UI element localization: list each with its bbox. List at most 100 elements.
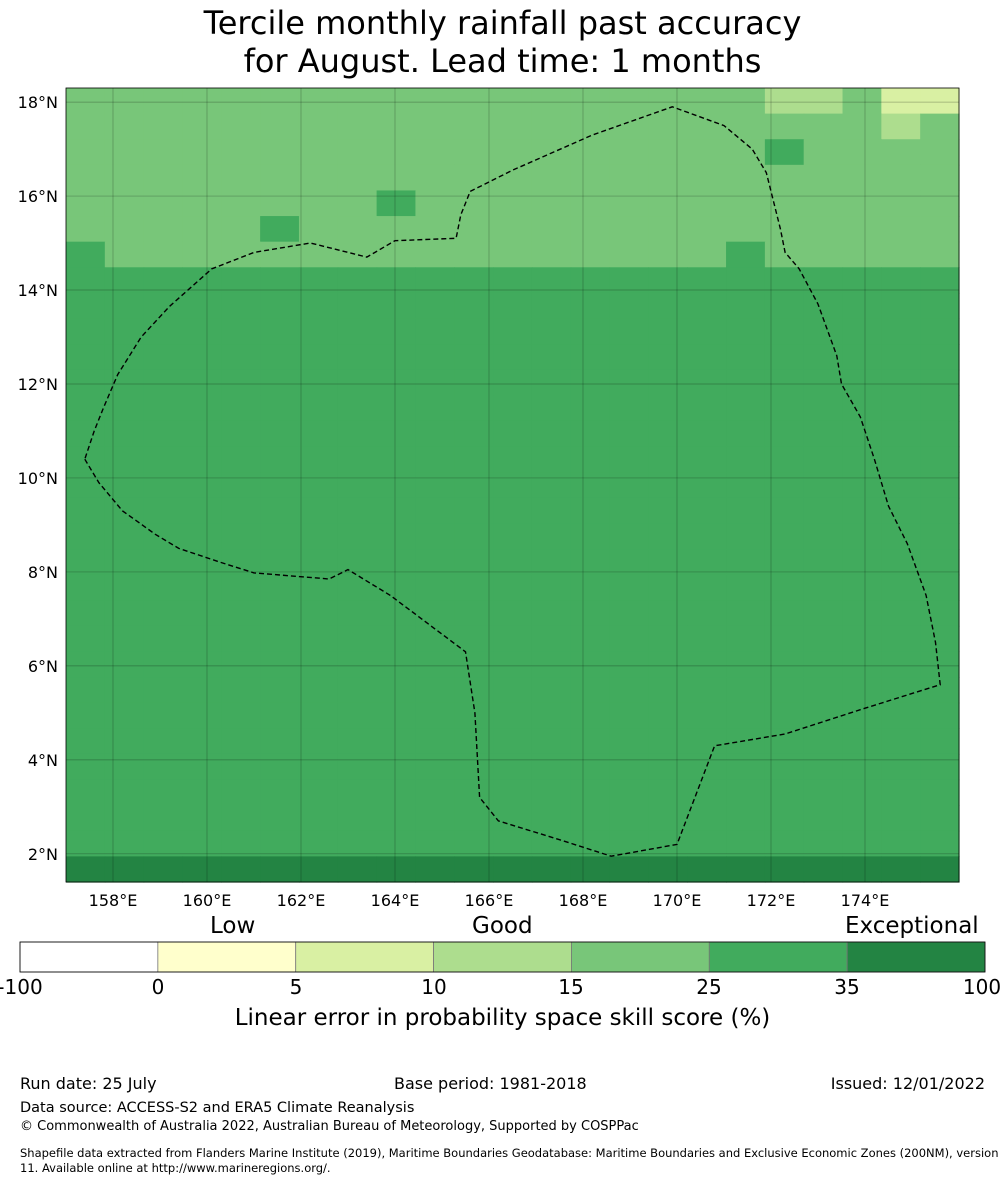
skill-cell [221, 292, 261, 320]
skill-cell [415, 651, 455, 678]
skill-cell [764, 318, 805, 345]
skill-cell [881, 753, 921, 781]
skill-cell [609, 651, 649, 678]
skill-cell [881, 267, 921, 294]
skill-cell [298, 523, 339, 550]
skill-cell [415, 318, 455, 345]
skill-cell [687, 702, 727, 729]
skill-cell [260, 625, 300, 653]
skill-cell [493, 139, 533, 166]
skill-cell [415, 164, 455, 192]
skill-cell [221, 574, 261, 601]
skill-cell [803, 216, 844, 243]
skill-cell [143, 446, 184, 473]
skill-cell [104, 728, 145, 755]
latitude-tick-label: 18°N [18, 93, 58, 112]
skill-cell [143, 344, 184, 371]
skill-cell [687, 395, 727, 422]
skill-cell [454, 113, 494, 140]
skill-cell [726, 344, 766, 371]
skill-cell [609, 369, 649, 396]
longitude-tick-label: 170°E [653, 891, 702, 910]
skill-cell [376, 344, 417, 371]
skill-cell [298, 472, 339, 499]
skill-cell [66, 292, 106, 320]
skill-cell [609, 446, 649, 473]
skill-cell [182, 779, 222, 806]
skill-cell [764, 856, 805, 883]
skill-cell [842, 651, 882, 678]
skill-cell [881, 677, 921, 704]
skill-cell [531, 369, 572, 396]
skill-cell [803, 856, 844, 883]
skill-cell [182, 549, 222, 576]
skill-cell [298, 753, 339, 781]
skill-cell [182, 651, 222, 678]
skill-cell [66, 574, 106, 601]
skill-cell [143, 574, 184, 601]
skill-cell [570, 318, 611, 345]
skill-cell [337, 267, 378, 294]
skill-cell [260, 753, 300, 781]
skill-cell [842, 472, 882, 499]
skill-cell [143, 369, 184, 396]
skill-cell [143, 728, 184, 755]
skill-cell [221, 472, 261, 499]
skill-cell [726, 651, 766, 678]
colorbar-label-good: Good [472, 913, 533, 939]
skill-cell [415, 574, 455, 601]
skill-cell [881, 600, 921, 627]
skill-cell [881, 805, 921, 832]
skill-cell [687, 600, 727, 627]
skill-cell [454, 190, 494, 217]
skill-cell [104, 369, 145, 396]
skill-cell [609, 702, 649, 729]
skill-cell [337, 830, 378, 857]
skill-cell [260, 830, 300, 857]
skill-cell [493, 164, 533, 192]
skill-cell [454, 472, 494, 499]
skill-cell [920, 190, 960, 217]
skill-cell [454, 318, 494, 345]
skill-cell [648, 139, 688, 166]
skill-cell [609, 728, 649, 755]
skill-cell [260, 190, 300, 217]
skill-cell [648, 190, 688, 217]
skill-cell [376, 395, 417, 422]
skill-cell [803, 753, 844, 781]
skill-cell [221, 625, 261, 653]
skill-cell [493, 702, 533, 729]
skill-cell [182, 805, 222, 832]
skill-cell [920, 702, 960, 729]
skill-cell [221, 88, 261, 115]
skill-cell [842, 574, 882, 601]
skill-cell [881, 472, 921, 499]
skill-cell [687, 113, 727, 140]
skill-cell [298, 216, 339, 243]
skill-cell [221, 318, 261, 345]
skill-cell [920, 856, 960, 883]
skill-cell [415, 497, 455, 525]
skill-cell [881, 113, 921, 140]
skill-cell [648, 395, 688, 422]
skill-cell [143, 139, 184, 166]
skill-cell [803, 728, 844, 755]
skill-cell [182, 856, 222, 883]
colorbar-tick: 15 [558, 975, 584, 999]
skill-cell [570, 856, 611, 883]
skill-cell [221, 113, 261, 140]
skill-cell [531, 651, 572, 678]
skill-cell [881, 88, 921, 115]
skill-cell [842, 446, 882, 473]
skill-cell [104, 241, 145, 268]
skill-cell [687, 497, 727, 525]
skill-cell [609, 216, 649, 243]
skill-cell [337, 318, 378, 345]
skill-cell [609, 677, 649, 704]
shapefile-credit: Shapefile data extracted from Flanders M… [20, 1146, 999, 1175]
skill-cell [376, 267, 417, 294]
skill-cell [842, 523, 882, 550]
map-title-line-2: for August. Lead time: 1 months [243, 42, 762, 80]
skill-cell [260, 420, 300, 448]
skill-cell [298, 420, 339, 448]
